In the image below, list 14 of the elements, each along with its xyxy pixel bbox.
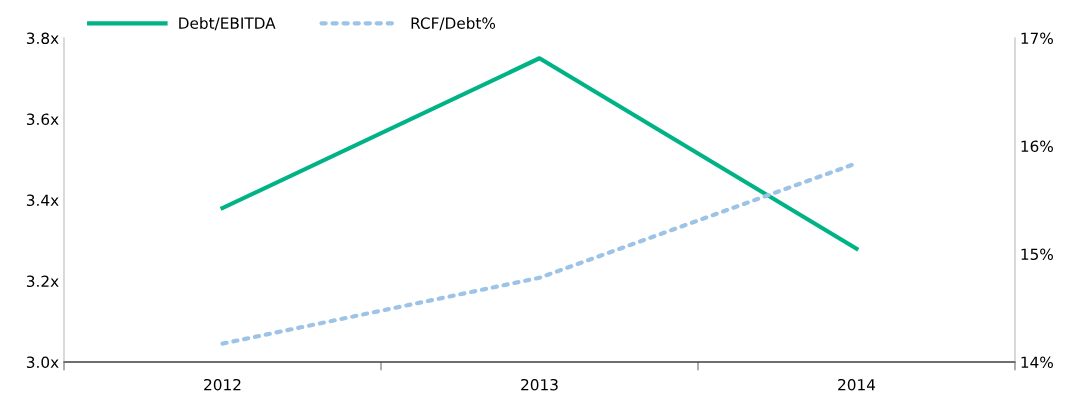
x-tick-label: 2012 xyxy=(204,378,241,391)
legend-label: RCF/Debt% xyxy=(411,17,496,31)
y2-tick-label: 14% xyxy=(1021,356,1053,369)
y-tick-label: 3.0x xyxy=(26,356,59,369)
y2-tick-label: 16% xyxy=(1021,140,1053,153)
y-tick-label: 3.6x xyxy=(26,113,59,126)
legend-label: Debt/EBITDA xyxy=(179,17,276,31)
x-tick-label: 2013 xyxy=(521,378,558,391)
y-tick-label: 3.8x xyxy=(26,32,59,45)
y2-tick-label: 17% xyxy=(1021,32,1053,45)
y-tick-label: 3.4x xyxy=(26,194,59,207)
y-tick-label: 3.2x xyxy=(26,275,59,288)
x-tick-label: 2014 xyxy=(838,378,876,391)
y2-tick-label: 15% xyxy=(1021,248,1053,261)
